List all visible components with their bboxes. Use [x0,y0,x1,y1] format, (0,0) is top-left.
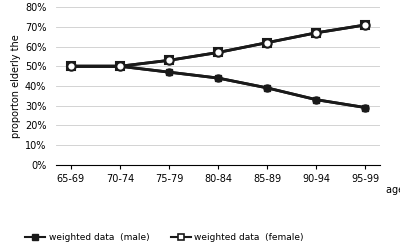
Y-axis label: proporton elderly the: proporton elderly the [11,34,21,138]
Legend: weighted data  (male), sixth census data  (male), weighted data  (female), sixth: weighted data (male), sixth census data … [22,230,321,242]
Text: age group: age group [386,185,400,195]
